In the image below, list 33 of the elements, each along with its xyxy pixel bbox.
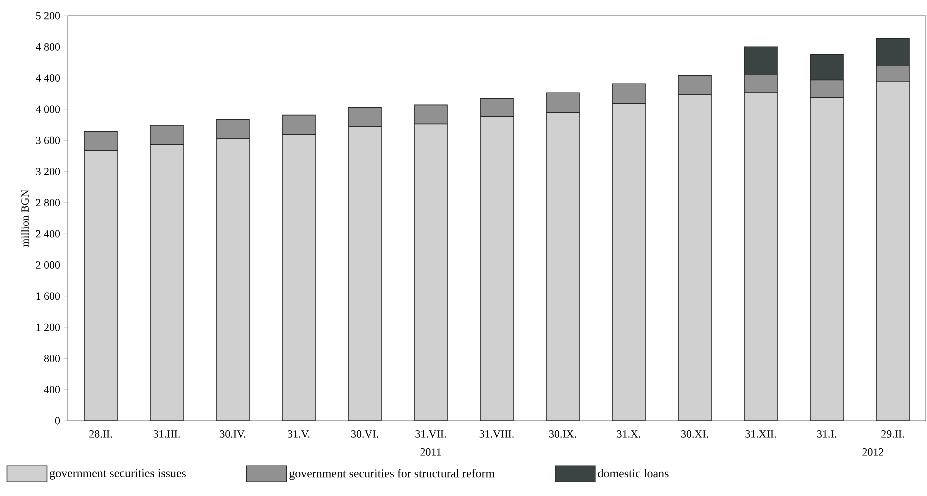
y-tick-label: 0 [55,417,60,425]
y-tick-label: 4 000 [36,106,60,114]
x-tick-label: 31.III. [154,430,180,438]
y-tick-label: 3 200 [36,168,60,176]
legend-label: government securities issues [50,469,186,480]
x-tick-label: 29.II. [882,430,904,438]
x-tick-label: 30.IV. [220,430,246,438]
x-tick-label: 31.VIII. [480,430,514,438]
legend-label: domestic loans [598,469,669,478]
x-tick-label: 28.II. [90,430,112,438]
y-axis-title: million BGN [21,190,29,248]
x-tick-label: 30.IX. [550,430,576,438]
x-tick-label: 31.VII. [416,430,446,438]
x-tick-label: 30.XI. [682,430,708,438]
x-tick-label: 31.X. [617,430,640,438]
x-tick-label: 31.XII. [746,430,776,438]
text: 2011 [420,448,442,456]
y-tick-label: 4 400 [36,74,60,82]
x-tick-label: 31.V. [288,430,310,438]
y-tick-label: 800 [44,355,60,362]
legend-label: government securities for structural reform [290,469,495,480]
y-tick-label: 3 600 [36,136,60,144]
y-tick-label: 4 800 [36,43,60,51]
y-tick-label: 5 200 [36,12,60,20]
text: 2012 [862,448,884,456]
y-tick-label: 2 800 [36,199,60,207]
y-tick-label: 1 600 [36,292,60,300]
y-tick-label: 1 200 [36,324,60,332]
y-tick-label: 2 400 [36,230,60,238]
y-tick-label: 400 [44,386,60,394]
x-tick-label: 30.VI. [352,430,378,438]
x-tick-label: 31.I. [817,430,836,438]
y-tick-label: 2 000 [36,262,60,269]
